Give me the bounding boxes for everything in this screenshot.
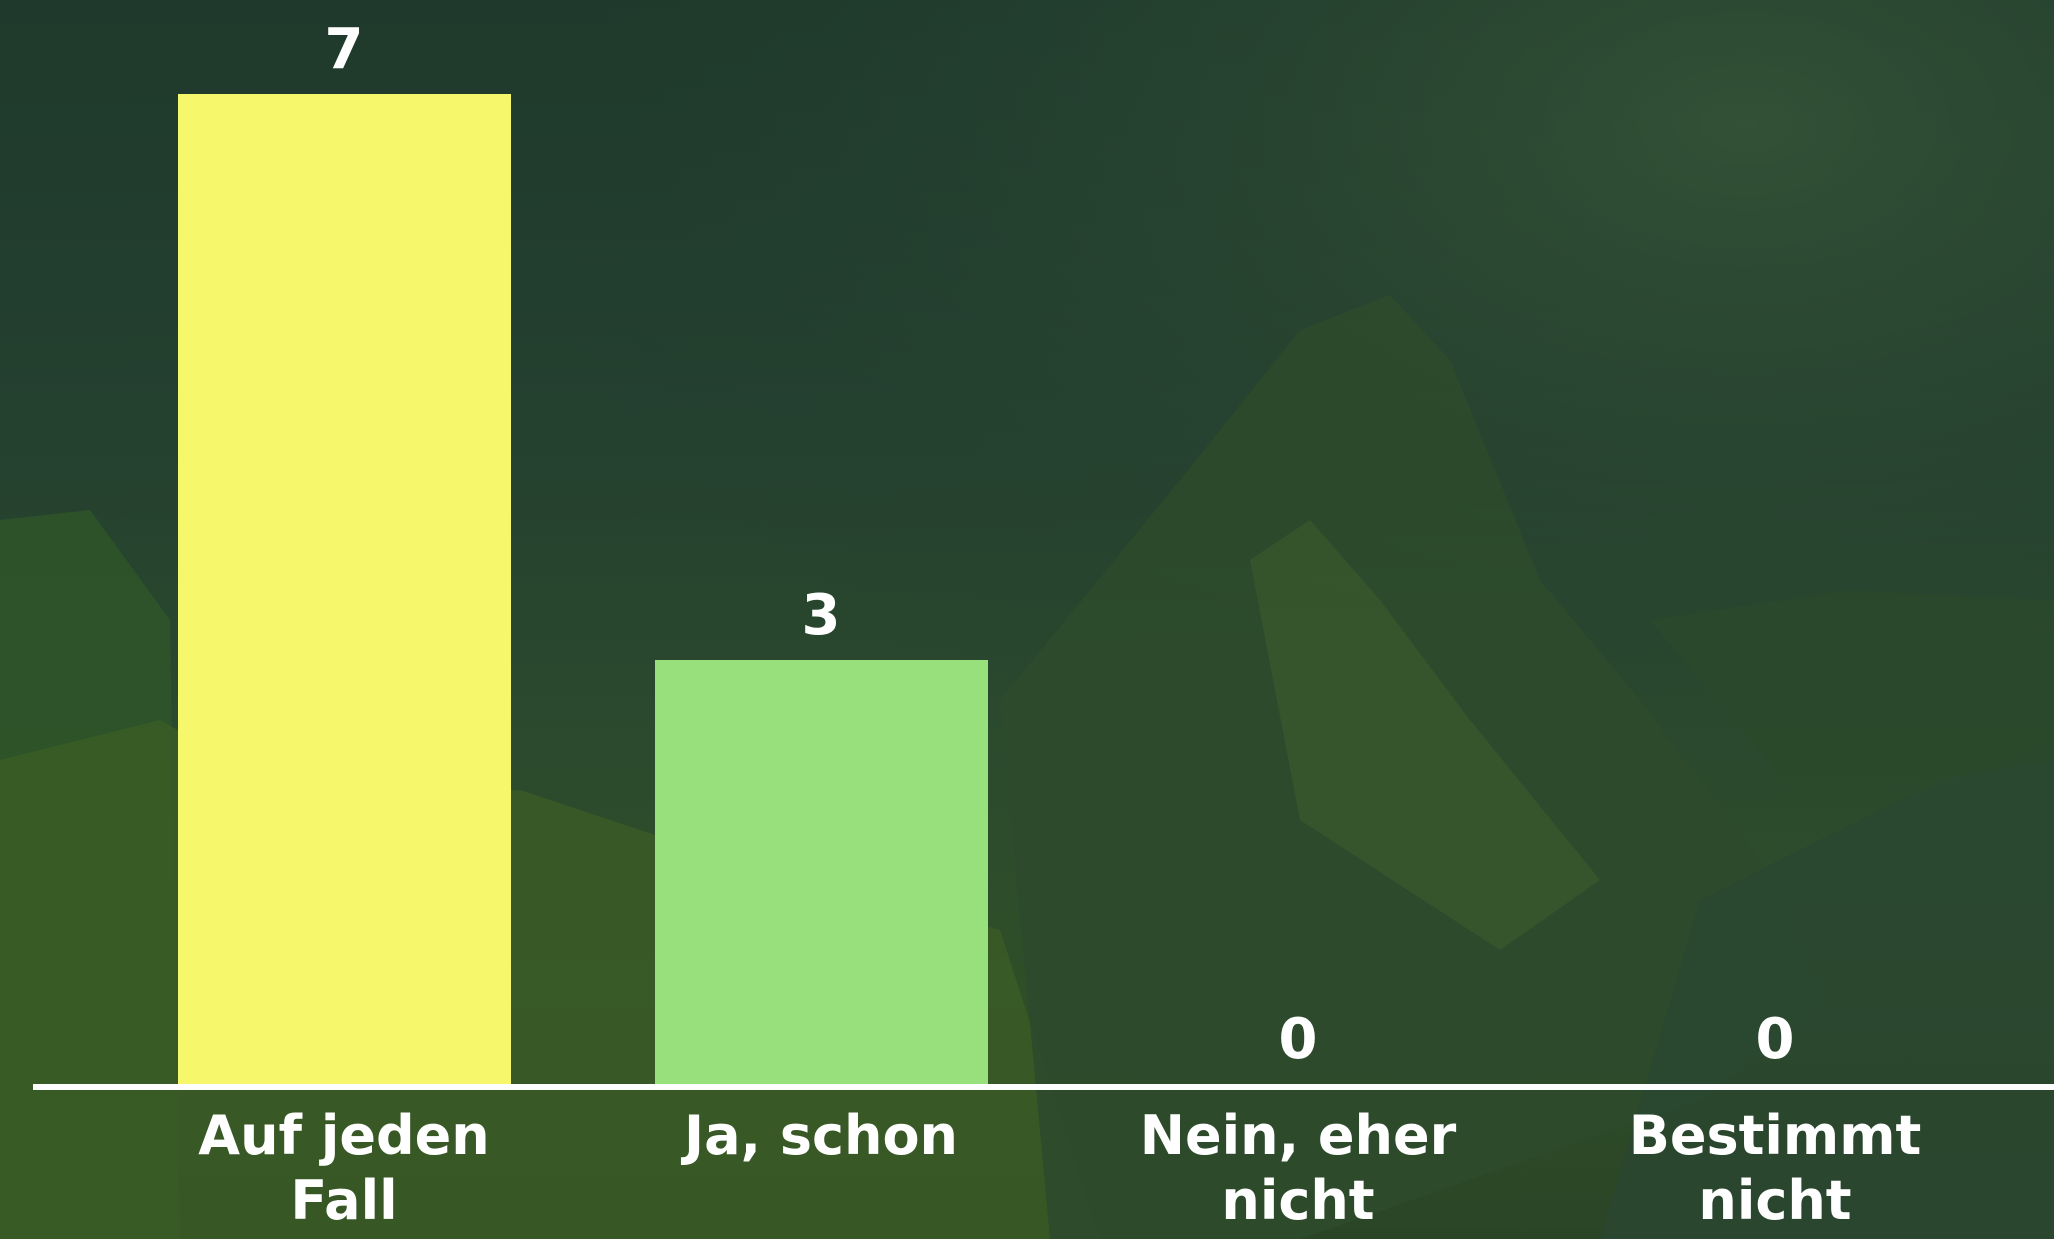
x-tick-label: Auf jeden Fall [174,1104,514,1234]
chart: 7 Auf jeden Fall 3 Ja, schon 0 Nein, eher nic… [0,0,2054,1239]
x-axis-line [33,1084,2054,1090]
x-tick-label: Bestimmt nicht [1605,1104,1945,1234]
bar [655,660,988,1084]
value-label: 7 [244,22,444,78]
x-tick-label: Ja, schon [651,1104,991,1169]
value-label: 0 [1198,1012,1398,1068]
x-tick-label: Nein, eher nicht [1128,1104,1468,1234]
value-label: 0 [1675,1012,1875,1068]
value-label: 3 [721,588,921,644]
bar [178,94,511,1084]
